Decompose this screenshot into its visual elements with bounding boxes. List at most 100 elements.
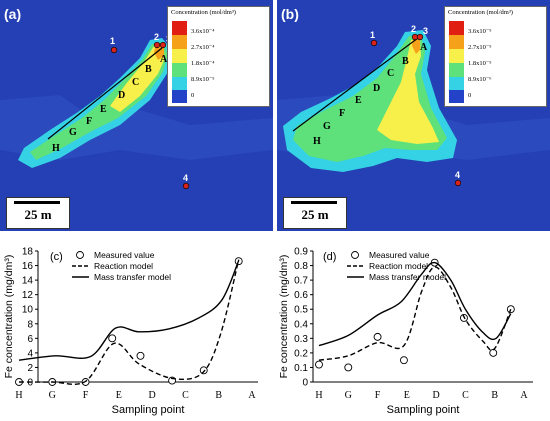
chart-d-legend-mass-transfer: Mass transfer model [369, 272, 446, 282]
map-b-label-d: D [373, 83, 380, 94]
chart-c-legend-mass-transfer: Mass transfer model [94, 272, 171, 282]
map-b-legend-tick-5: 0 [468, 92, 472, 99]
map-b-graphic: 1 2 3 4 A B C D E F G H [277, 0, 550, 231]
map-a-label-g: G [69, 127, 77, 138]
map-b-legend: Concentration (mol/dm³) 3.6x10⁻⁵ 2.7x10⁻… [444, 6, 547, 107]
concentration-map-b: 1 2 3 4 A B C D E F G H (b) Concentratio… [277, 0, 550, 231]
map-a-label-b: B [145, 64, 152, 75]
map-a-legend-swatch-2 [172, 35, 187, 49]
chart-d-measured-point-2 [373, 332, 382, 341]
concentration-map-a: 1 2 3 4 A B C D E F G H (a) Concentratio… [0, 0, 273, 231]
map-a-legend-tick-3: 1.8x10⁻⁴ [191, 60, 215, 67]
map-b-legend-tick-4: 8.9x10⁻⁶ [468, 76, 492, 83]
map-b-label-b: B [402, 56, 409, 67]
chart-d-ytick-label: 0.4 [294, 319, 308, 330]
map-a-label-d: D [118, 90, 125, 101]
chart-d-xlabel: Sampling point [387, 404, 460, 416]
map-a-legend-tick-2: 2.7x10⁻⁴ [191, 44, 215, 51]
chart-d-ytick-label: 0.8 [294, 261, 308, 272]
map-a-point-3 [159, 41, 167, 49]
map-b-point-2-label: 2 [411, 24, 416, 34]
chart-c-xtick-label: E [116, 390, 122, 401]
chart-d-legend-reaction: Reaction model [369, 261, 428, 271]
map-a-panel-label: (a) [4, 6, 22, 22]
chart-c-mass-transfer-line [18, 260, 240, 361]
chart-d-mass-transfer-line [318, 261, 512, 347]
map-a-point-1 [110, 46, 118, 54]
chart-c-ytick-label: 18 [22, 247, 34, 258]
map-b-point-1 [370, 39, 378, 47]
chart-c-panel-label: (c) [50, 251, 63, 263]
map-a-point-4-label: 4 [183, 173, 188, 183]
chart-c-ytick-label: 0 [27, 378, 33, 389]
map-a-label-a: A [160, 54, 168, 65]
chart-c-ytick-label: 2 [27, 363, 33, 374]
map-a-profile-line [47, 47, 163, 140]
map-a-legend-swatch-5 [172, 77, 187, 90]
map-a-label-h: H [52, 143, 60, 154]
map-b-plume-orange [412, 38, 420, 54]
chart-c-legend-measured: Measured value [94, 250, 155, 260]
chart-d-xtick-label: E [404, 390, 410, 401]
map-b-point-4 [454, 179, 462, 187]
chart-d-measured-point-1 [344, 363, 353, 372]
chart-d-panel-label: (d) [323, 251, 336, 263]
chart-d-ylabel: Fe concentration (mg/dm³) [278, 255, 290, 379]
map-a-point-4 [182, 182, 190, 190]
map-a-scale-bar: 25 m [6, 197, 70, 229]
chart-d-xtick-label: F [375, 390, 381, 401]
chart-c-ytick-label: 10 [22, 305, 34, 316]
map-a-legend-tick-1: 3.6x10⁻⁴ [191, 28, 215, 35]
map-a-legend-swatch-1 [172, 21, 187, 35]
map-b-legend-tick-3: 1.8x10⁻⁵ [468, 60, 492, 67]
chart-c-ytick-label: 14 [22, 276, 34, 287]
map-b-point-3 [416, 33, 424, 41]
chart-d-plot: 0 0.1 0.2 0.3 0.4 0.5 0.6 0.7 0.8 0.9 H G F E D C B A Samp… [278, 247, 533, 416]
map-a-point-1-label: 1 [110, 36, 115, 46]
chart-d-ytick-label: 0.2 [294, 348, 308, 359]
chart-d-ytick-label: 0.5 [294, 305, 308, 316]
map-b-legend-swatch-3 [449, 49, 464, 63]
chart-c-xtick-label: D [149, 390, 156, 401]
map-b-plume-yellow [377, 40, 439, 144]
chart-d-measured-point-0 [315, 360, 323, 369]
chart-d-ytick-label: 0.9 [294, 247, 308, 258]
chart-c-reaction-model-line [18, 259, 240, 386]
map-b-legend-title: Concentration (mol/dm³) [448, 9, 513, 16]
chart-c-xtick-label: F [83, 390, 89, 401]
map-a-legend-swatch-6 [172, 90, 187, 103]
map-b-panel-label: (b) [281, 6, 299, 22]
map-b-legend-swatch-6 [449, 90, 464, 103]
chart-d-xtick-label: C [462, 390, 469, 401]
chart-c-xtick-label: A [248, 390, 256, 401]
chart-d-reaction-model-line [318, 266, 512, 361]
chart-d-ytick-label: 0.3 [294, 334, 308, 345]
chart-c: 0 2 4 6 8 10 12 14 16 18 H G F E D C B A Sampling point Fe … [0, 233, 275, 421]
chart-d-legend-marker [351, 251, 359, 259]
chart-d-ytick-label: 0.7 [294, 276, 308, 287]
map-a-scale-line [14, 201, 60, 204]
map-b-legend-swatch-5 [449, 77, 464, 90]
map-b-legend-tick-1: 3.6x10⁻⁵ [468, 28, 492, 35]
map-b-label-g: G [323, 121, 331, 132]
chart-c-xtick-label: B [215, 390, 222, 401]
map-b-label-e: E [355, 95, 362, 106]
map-a-legend-title: Concentration (mol/dm³) [171, 9, 236, 16]
map-b-label-c: C [387, 68, 394, 79]
map-a-plume-yellow [110, 46, 165, 112]
map-a-legend: Concentration (mol/dm³) 3.6x10⁻⁴ 2.7x10⁻… [167, 6, 270, 107]
map-a-label-f: F [86, 116, 92, 127]
map-a-point-2 [153, 41, 161, 49]
map-b-scale-bar: 25 m [283, 197, 347, 229]
map-a-legend-swatch-3 [172, 49, 187, 63]
chart-d-ytick-label: 0.6 [294, 290, 308, 301]
map-b-label-f: F [339, 108, 345, 119]
chart-c-ylabel: Fe concentration (mg/dm³) [3, 255, 15, 379]
map-b-label-h: H [313, 136, 321, 147]
map-b-point-3-label: 3 [423, 26, 428, 36]
chart-d-xtick-label: D [433, 390, 440, 401]
map-b-legend-swatch-2 [449, 35, 464, 49]
chart-c-legend-marker [76, 251, 84, 259]
chart-c-ytick-label: 12 [22, 290, 34, 301]
map-a-label-c: C [132, 77, 139, 88]
